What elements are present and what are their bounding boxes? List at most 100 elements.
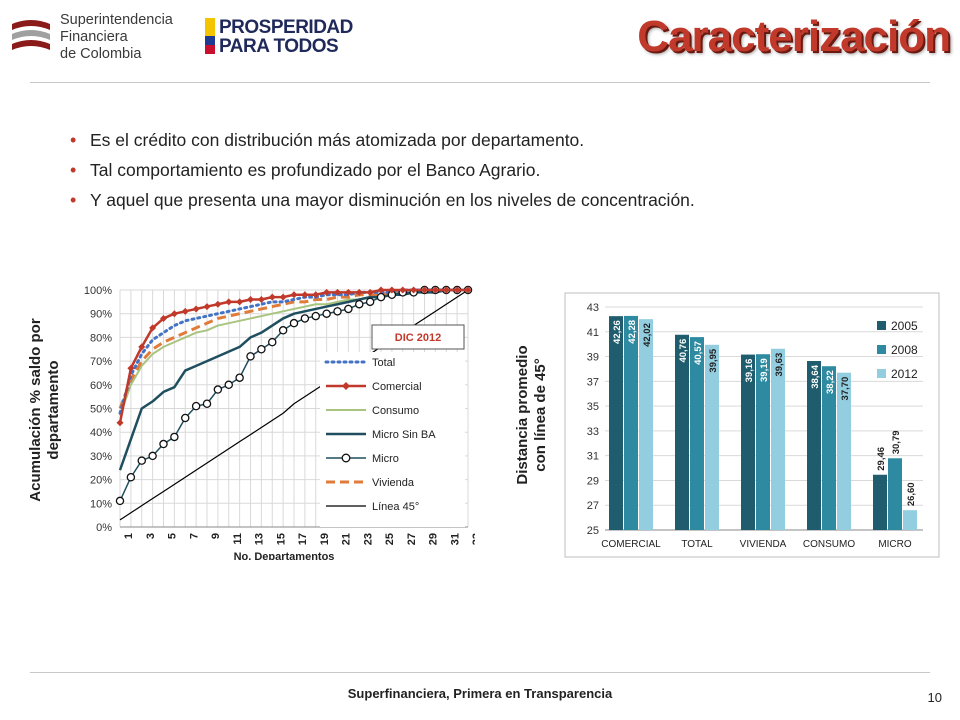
comercial-point bbox=[127, 364, 135, 372]
comercial-point bbox=[149, 324, 157, 332]
comercial-point bbox=[225, 298, 233, 306]
micro-point bbox=[344, 304, 353, 314]
y-tick-label: 35 bbox=[587, 401, 599, 413]
x-tick-label: 5 bbox=[167, 533, 179, 539]
micro-point bbox=[126, 472, 136, 482]
x-tick-label: 27 bbox=[406, 533, 418, 545]
legend-label: Micro Sin BA bbox=[372, 429, 436, 441]
bar-bar2005 bbox=[807, 361, 821, 530]
bar-bar2008 bbox=[822, 366, 836, 530]
bar-bar2005 bbox=[675, 334, 689, 530]
bullet-list: • Es el crédito con distribución más atom… bbox=[70, 125, 930, 215]
x-axis-title: No. Departamentos bbox=[234, 551, 335, 560]
micro-point bbox=[191, 401, 201, 411]
y-tick-label: 60% bbox=[90, 380, 112, 392]
comercial-point bbox=[160, 314, 167, 322]
bullet-text: Es el crédito con distribución más atomi… bbox=[90, 130, 585, 150]
micro-point bbox=[267, 337, 277, 347]
y-tick-label: 41 bbox=[587, 327, 599, 339]
bar-value-label: 38,22 bbox=[825, 370, 836, 394]
bullet-text: Tal comportamiento es profundizado por e… bbox=[90, 160, 541, 180]
y-tick-label: 27 bbox=[587, 500, 599, 512]
micro-point bbox=[148, 451, 157, 461]
comercial-point bbox=[366, 288, 374, 296]
x-category-label: TOTAL bbox=[681, 539, 713, 550]
bullet-text: Y aquel que presenta una mayor disminuci… bbox=[90, 190, 695, 210]
y-tick-label: 25 bbox=[587, 525, 599, 537]
comercial-point bbox=[453, 286, 461, 294]
y-tick-label: 20% bbox=[90, 475, 112, 487]
program-line2: PARA TODOS bbox=[219, 36, 339, 57]
comercial-point bbox=[192, 305, 200, 313]
legend-label: Línea 45° bbox=[372, 501, 419, 513]
micro-point bbox=[224, 380, 233, 390]
y-tick-label: 10% bbox=[90, 498, 112, 510]
comercial-point bbox=[410, 286, 418, 294]
micro-point bbox=[278, 326, 288, 335]
x-tick-label: 13 bbox=[254, 533, 266, 545]
comercial-point bbox=[257, 295, 265, 303]
bar-value-label: 29,46 bbox=[876, 447, 887, 471]
legend-label: Micro bbox=[372, 453, 399, 465]
bullet-item: • Y aquel que presenta una mayor disminuc… bbox=[70, 185, 930, 215]
micro-point bbox=[365, 297, 375, 307]
bullet-icon: • bbox=[70, 190, 77, 210]
legend-label: 2008 bbox=[891, 343, 918, 357]
bullet-icon: • bbox=[70, 160, 77, 180]
superintendencia-mark-icon bbox=[8, 14, 54, 60]
comercial-point bbox=[301, 291, 309, 299]
y-tick-label: 39 bbox=[587, 352, 599, 364]
comercial-point bbox=[181, 307, 189, 315]
legend-label: Comercial bbox=[372, 381, 422, 393]
y-tick-label: 31 bbox=[587, 451, 599, 463]
x-tick-label: 29 bbox=[428, 533, 440, 545]
bar-bar2005 bbox=[873, 474, 887, 530]
x-tick-label: 31 bbox=[449, 533, 461, 545]
micro-point bbox=[311, 311, 320, 321]
legend-swatch-bar2005 bbox=[877, 321, 886, 330]
micro-point bbox=[235, 373, 244, 382]
bar-value-label: 38,64 bbox=[810, 364, 821, 388]
comercial-point bbox=[279, 293, 287, 301]
comercial-point bbox=[431, 286, 439, 294]
legend-swatch-bar2008 bbox=[877, 345, 886, 354]
bar-bar2012 bbox=[639, 319, 653, 530]
bar-bar2008 bbox=[624, 315, 638, 530]
comercial-point bbox=[236, 298, 244, 306]
micro-point bbox=[213, 385, 223, 394]
bar-bar2012 bbox=[705, 344, 719, 530]
legend-label: Consumo bbox=[372, 405, 419, 417]
program-line1: PROSPERIDAD bbox=[219, 17, 353, 38]
org-line2: Financiera bbox=[60, 29, 128, 45]
annotation-label: DIC 2012 bbox=[395, 332, 441, 344]
y-tick-label: 29 bbox=[587, 475, 599, 487]
bar-value-label: 40,57 bbox=[693, 341, 704, 365]
concentration-line-chart: 0%10%20%30%40%50%60%70%80%90%100%1 3 5 7 9 11… bbox=[27, 285, 475, 560]
y-tick-label: 37 bbox=[587, 376, 599, 388]
bar-value-label: 39,95 bbox=[708, 348, 719, 372]
comercial-point bbox=[203, 303, 211, 311]
x-category-label: VIVIENDA bbox=[740, 539, 787, 550]
superintendencia-logo: Superintendencia Financiera de Colombia bbox=[8, 10, 178, 65]
bar-value-label: 42,28 bbox=[627, 320, 638, 344]
comercial-point bbox=[323, 288, 331, 296]
x-tick-label: 23 bbox=[362, 533, 374, 545]
x-tick-label: 11 bbox=[232, 533, 244, 545]
bar-value-label: 39,63 bbox=[774, 353, 785, 377]
legend-label: 2012 bbox=[891, 367, 918, 381]
micro-point bbox=[376, 292, 386, 302]
micro-point bbox=[246, 352, 255, 361]
micro-point bbox=[322, 309, 331, 318]
x-category-label: MICRO bbox=[878, 539, 912, 550]
annotation-box bbox=[371, 324, 465, 350]
y-tick-label: 70% bbox=[90, 356, 112, 368]
org-line3: de Colombia bbox=[60, 46, 142, 62]
bar-value-label: 42,26 bbox=[612, 320, 623, 344]
comercial-point bbox=[442, 286, 450, 294]
y-axis-title: Distancia promediocon línea de 45° bbox=[515, 345, 549, 484]
comercial-point bbox=[290, 291, 298, 299]
page-number: 10 bbox=[927, 690, 942, 705]
comercial-point bbox=[399, 286, 407, 294]
x-tick-label: 1 bbox=[123, 533, 135, 539]
x-tick-label: 19 bbox=[319, 533, 331, 545]
